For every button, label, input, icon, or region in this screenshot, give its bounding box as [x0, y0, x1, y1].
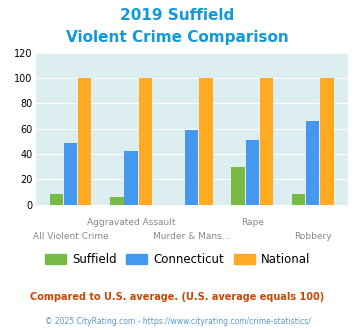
Text: All Violent Crime: All Violent Crime [33, 232, 109, 241]
Text: Compared to U.S. average. (U.S. average equals 100): Compared to U.S. average. (U.S. average … [31, 292, 324, 302]
Bar [260, 78, 273, 205]
Text: Robbery: Robbery [294, 232, 332, 241]
Legend: Suffield, Connecticut, National: Suffield, Connecticut, National [40, 248, 315, 271]
Bar [78, 78, 92, 205]
Bar [231, 167, 245, 205]
Bar [320, 78, 334, 205]
Bar [185, 130, 198, 205]
Bar [246, 140, 259, 205]
Bar [64, 143, 77, 205]
Text: Violent Crime Comparison: Violent Crime Comparison [66, 30, 289, 45]
Text: 2019 Suffield: 2019 Suffield [120, 8, 235, 23]
Text: © 2025 CityRating.com - https://www.cityrating.com/crime-statistics/: © 2025 CityRating.com - https://www.city… [45, 317, 310, 326]
Bar [306, 121, 320, 205]
Text: Aggravated Assault: Aggravated Assault [87, 218, 175, 227]
Bar [110, 197, 124, 205]
Bar [199, 78, 213, 205]
Text: Rape: Rape [241, 218, 264, 227]
Bar [139, 78, 152, 205]
Bar [292, 194, 305, 205]
Text: Murder & Mans...: Murder & Mans... [153, 232, 230, 241]
Bar [125, 151, 138, 205]
Bar [50, 194, 63, 205]
